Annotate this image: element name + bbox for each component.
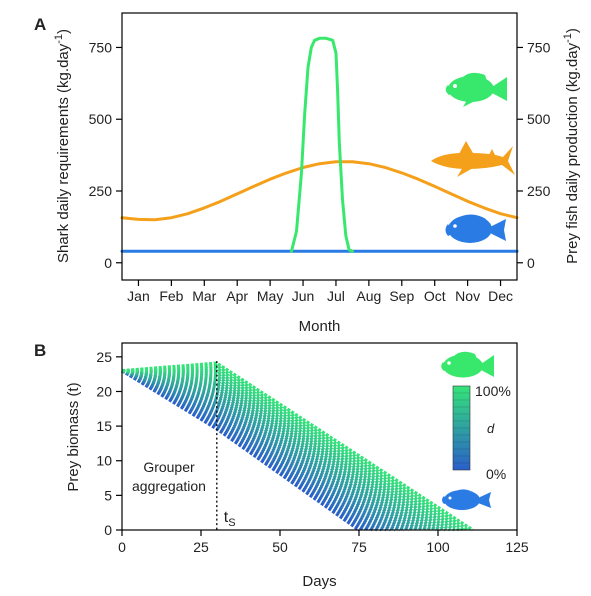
panel-b-y-ticks: 0 5 10 15 20 25: [96, 349, 122, 538]
y2-tick-label: 750: [527, 39, 551, 55]
ts-label: tS: [224, 509, 236, 529]
biomass-trajectory-line: [121, 366, 465, 532]
y-tick-label: 25: [96, 349, 112, 365]
aggregation-label-line-1: Grouper: [143, 459, 195, 475]
panel-b-x-ticks: 0 25 50 75 100 125: [118, 530, 529, 555]
panel-a-x-axis-title: Month: [299, 318, 341, 335]
x-tick-label: 50: [272, 539, 288, 555]
y-tick-label: 5: [104, 487, 112, 503]
x-tick-label: Nov: [455, 288, 480, 304]
x-tick-label: Dec: [488, 288, 513, 304]
x-tick-label: 75: [351, 539, 367, 555]
panel-a-y-axis-title: Shark daily requirements (kg.day-1): [53, 29, 72, 263]
x-tick-label: Mar: [192, 288, 216, 304]
grouper-silhouette-icon: [445, 72, 507, 107]
biomass-trajectory-line: [121, 369, 370, 532]
biomass-trajectory-line: [121, 369, 438, 532]
parrotfish-silhouette-icon: [442, 489, 491, 510]
panel-b-y-axis-title: Prey biomass (t): [65, 382, 82, 491]
biomass-trajectory-line: [121, 369, 447, 532]
panel-a-x-ticks: Jan Feb Mar Apr May Jun Jul Aug Sep Oct Nov Dec: [127, 280, 513, 304]
x-tick-label: Feb: [159, 288, 183, 304]
panel-b: B Grouper aggregation tS 0 5 10 15 20 25 0 25 5…: [34, 341, 529, 590]
x-tick-label: Jun: [292, 288, 315, 304]
x-tick-label: May: [257, 288, 283, 304]
y2-tick-label: 250: [527, 183, 551, 199]
panel-a-y2-ticks: 0 250 500 750: [517, 39, 551, 271]
legend-title: d: [487, 421, 495, 436]
legend-min-label: 0%: [486, 466, 506, 482]
y2-tick-label: 500: [527, 111, 551, 127]
panel-a-y2-axis-title: Prey fish daily production (kg.day-1): [562, 28, 581, 264]
parrotfish-silhouette-icon: [445, 214, 506, 243]
panel-a-plot-frame: [121, 12, 518, 281]
legend-color-bar: [452, 385, 471, 471]
panel-b-series: [121, 361, 474, 532]
y-tick-label: 250: [89, 183, 113, 199]
panel-a-letter: A: [34, 15, 46, 34]
legend-max-label: 100%: [475, 383, 511, 399]
panel-a-series: [120, 36, 519, 253]
x-tick-label: Oct: [424, 288, 446, 304]
shark-silhouette-icon: [431, 141, 515, 177]
series-line-grouper: [290, 36, 354, 253]
x-tick-label: 100: [426, 539, 450, 555]
aggregation-label-line-2: aggregation: [132, 478, 206, 494]
x-tick-label: Aug: [356, 288, 381, 304]
biomass-trajectory-line: [121, 369, 433, 532]
y2-tick-label: 0: [527, 255, 535, 271]
panel-b-letter: B: [34, 341, 46, 360]
biomass-trajectory-line: [121, 369, 456, 532]
x-tick-label: Apr: [226, 288, 248, 304]
series-line-shark: [120, 160, 519, 222]
y-tick-label: 20: [96, 383, 112, 399]
x-tick-label: 25: [193, 539, 209, 555]
biomass-trajectory-line: [121, 369, 420, 532]
y-tick-label: 15: [96, 418, 112, 434]
x-tick-label: Sep: [389, 288, 414, 304]
y-tick-label: 500: [89, 111, 113, 127]
x-tick-label: 125: [505, 539, 529, 555]
legend-color-bands: [453, 392, 470, 464]
x-tick-label: Jul: [327, 288, 345, 304]
y-tick-label: 0: [104, 522, 112, 538]
y-tick-label: 0: [104, 255, 112, 271]
panel-b-plot-frame: [121, 342, 518, 531]
biomass-trajectory-line: [121, 369, 379, 532]
y-tick-label: 750: [89, 39, 113, 55]
grouper-silhouette-icon: [441, 351, 494, 378]
panel-b-x-axis-title: Days: [302, 573, 336, 590]
panel-a-y-ticks: 0 250 500 750: [89, 39, 122, 271]
y-tick-label: 10: [96, 453, 112, 469]
x-tick-label: 0: [118, 539, 126, 555]
x-tick-label: Jan: [127, 288, 150, 304]
